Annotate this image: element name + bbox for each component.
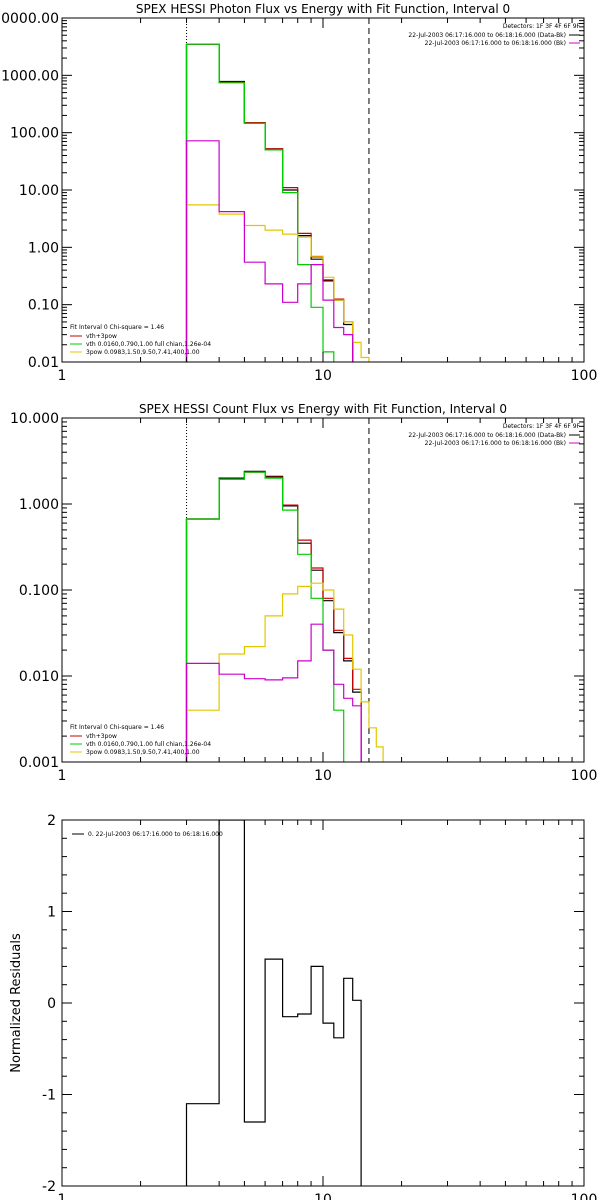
x-tick-label: 1 bbox=[58, 1192, 67, 1200]
legend-top-header: Detectors: 1F 3F 4F 6F 9F bbox=[503, 23, 581, 30]
chart-panel-2: Normalized Residuals 1 10 100 -2 -1 0 1 2 0. 22-J… bbox=[9, 813, 597, 1200]
y-tick-label: 1 bbox=[47, 905, 56, 921]
y-tick-label: 1000.00 bbox=[1, 68, 59, 84]
chart-title: SPEX HESSI Photon Flux vs Energy with Fi… bbox=[136, 2, 510, 16]
y-tick-label: 10.00 bbox=[19, 183, 59, 199]
y-tick-label: 0.100 bbox=[19, 583, 59, 599]
legend-top-label-0: 22-Jul-2003 06:17:16.000 to 06:18:16.000… bbox=[408, 432, 566, 439]
legend-bottom-label-0: vth+3pow bbox=[86, 733, 117, 740]
y-tick-label: 10.000 bbox=[10, 411, 59, 427]
plot-area bbox=[185, 418, 384, 762]
series-line-3 bbox=[185, 204, 370, 362]
x-tick-label: 100 bbox=[571, 368, 598, 384]
legend-label: 0. 22-Jul-2003 06:17:16.000 to 06:18:16.… bbox=[88, 831, 223, 838]
y-tick-label: 2 bbox=[47, 813, 56, 829]
legend-top-label-1: 22-Jul-2003 06:17:16.000 to 06:18:16.000… bbox=[425, 40, 566, 47]
y-tick-label: 0.010 bbox=[19, 669, 59, 685]
series-line-0 bbox=[185, 43, 354, 362]
x-tick-label: 10 bbox=[314, 768, 332, 784]
y-tick-label: -1 bbox=[42, 1088, 56, 1104]
y-tick-label: 0.001 bbox=[19, 755, 59, 771]
legend-top-label-1: 22-Jul-2003 06:17:16.000 to 06:18:16.000… bbox=[425, 440, 566, 447]
legend-bottom-label-0: vth+3pow bbox=[86, 333, 117, 340]
chart-panel-1: SPEX HESSI Count Flux vs Energy with Fit… bbox=[10, 402, 597, 784]
x-tick-label: 10 bbox=[314, 368, 332, 384]
y-tick-label: 1.000 bbox=[19, 497, 59, 513]
legend-top-label-0: 22-Jul-2003 06:17:16.000 to 06:18:16.000… bbox=[408, 32, 566, 39]
chart-title: SPEX HESSI Count Flux vs Energy with Fit… bbox=[139, 402, 507, 416]
y-tick-label: -2 bbox=[42, 1179, 56, 1195]
legend-bottom-label-2: 3pow 0.0983,1.50,9.50,7.41,400,1.00 bbox=[86, 749, 200, 756]
x-tick-label: 1 bbox=[58, 768, 67, 784]
y-tick-label: 0 bbox=[47, 996, 56, 1012]
x-tick-label: 10 bbox=[314, 1192, 332, 1200]
y-tick-label: 100.00 bbox=[10, 126, 59, 142]
chart-panel-0: SPEX HESSI Photon Flux vs Energy with Fi… bbox=[0, 2, 598, 384]
legend-bottom-label-1: vth 0.0160,0.790,1.00 full chian,1.26e-0… bbox=[86, 741, 211, 748]
series-line-1 bbox=[185, 43, 354, 362]
series-line-4 bbox=[185, 623, 362, 762]
x-tick-label: 100 bbox=[571, 768, 598, 784]
series-line-1 bbox=[185, 471, 362, 762]
legend-bottom-label-1: vth 0.0160,0.790,1.00 full chian,1.26e-0… bbox=[86, 341, 211, 348]
plot-area bbox=[185, 820, 362, 1186]
series-line-3 bbox=[185, 582, 384, 762]
series-line-0 bbox=[185, 470, 362, 762]
legend-top-header: Detectors: 1F 3F 4F 6F 9F bbox=[503, 423, 581, 430]
y-tick-label: 0.01 bbox=[28, 355, 59, 371]
y-axis-label: Normalized Residuals bbox=[9, 933, 24, 1073]
series-line-0 bbox=[185, 820, 362, 1186]
series-line-2 bbox=[185, 43, 335, 362]
x-tick-label: 100 bbox=[571, 1192, 598, 1200]
y-tick-label: 1.00 bbox=[28, 240, 59, 256]
series-line-4 bbox=[185, 140, 354, 362]
y-tick-label: 0.10 bbox=[28, 298, 59, 314]
legend-bottom-header: Fit Interval 0 Chi-square = 1.46 bbox=[70, 324, 164, 331]
x-tick-label: 1 bbox=[58, 368, 67, 384]
legend-bottom-label-2: 3pow 0.0983,1.50,9.50,7.41,400,1.00 bbox=[86, 349, 200, 356]
y-tick-label: 10000.00 bbox=[0, 11, 59, 27]
legend-bottom-header: Fit Interval 0 Chi-square = 1.46 bbox=[70, 724, 164, 731]
plot-area bbox=[185, 18, 370, 362]
